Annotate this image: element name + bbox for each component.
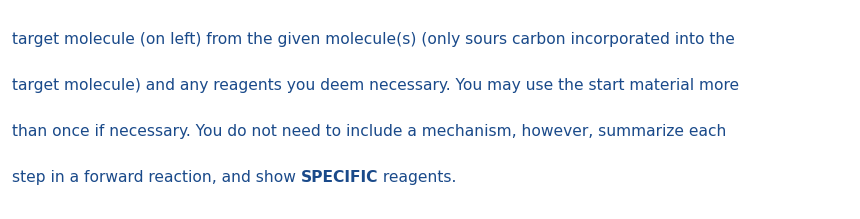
- Text: SPECIFIC: SPECIFIC: [301, 170, 378, 185]
- Text: target molecule) and any reagents you deem necessary. You may use the start mate: target molecule) and any reagents you de…: [12, 78, 739, 93]
- Text: than once if necessary. You do not need to include a mechanism, however, summari: than once if necessary. You do not need …: [12, 124, 727, 139]
- Text: reagents.: reagents.: [378, 170, 457, 185]
- Text: step in a forward reaction, and show: step in a forward reaction, and show: [12, 170, 301, 185]
- Text: target molecule (on left) from the given molecule(s) (only sours carbon incorpor: target molecule (on left) from the given…: [12, 32, 735, 47]
